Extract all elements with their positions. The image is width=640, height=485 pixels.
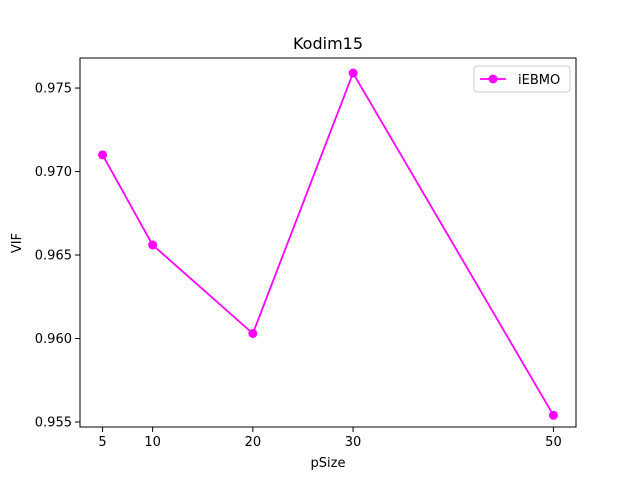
series-layer — [98, 68, 558, 420]
x-tick-label: 20 — [245, 435, 262, 450]
legend-marker-swatch — [488, 74, 498, 84]
data-point — [98, 150, 108, 160]
series-line — [101, 72, 555, 416]
x-axis-label: pSize — [311, 456, 346, 471]
x-tick-label: 50 — [545, 435, 562, 450]
data-point — [148, 240, 158, 250]
y-tick-label: 0.970 — [35, 165, 72, 180]
x-axis: 5 10 20 30 50 — [98, 427, 562, 450]
x-tick-label: 10 — [144, 435, 161, 450]
y-tick-label: 0.965 — [35, 249, 72, 264]
legend-label: iEBMO — [518, 73, 560, 88]
legend: iEBMO — [473, 65, 571, 93]
y-tick-label: 0.975 — [35, 82, 72, 97]
y-tick-label: 0.960 — [35, 332, 72, 347]
chart-title: Kodim15 — [293, 34, 363, 53]
plot-frame — [79, 57, 577, 428]
x-tick-label: 5 — [98, 435, 106, 450]
y-axis: 0.955 0.960 0.965 0.970 0.975 — [35, 82, 80, 430]
data-point — [548, 410, 558, 420]
data-point — [348, 68, 358, 78]
data-point — [248, 328, 258, 338]
y-tick-label: 0.955 — [35, 415, 72, 430]
legend-box — [473, 65, 571, 93]
y-axis-label: VIF — [10, 233, 25, 253]
x-tick-label: 30 — [345, 435, 362, 450]
